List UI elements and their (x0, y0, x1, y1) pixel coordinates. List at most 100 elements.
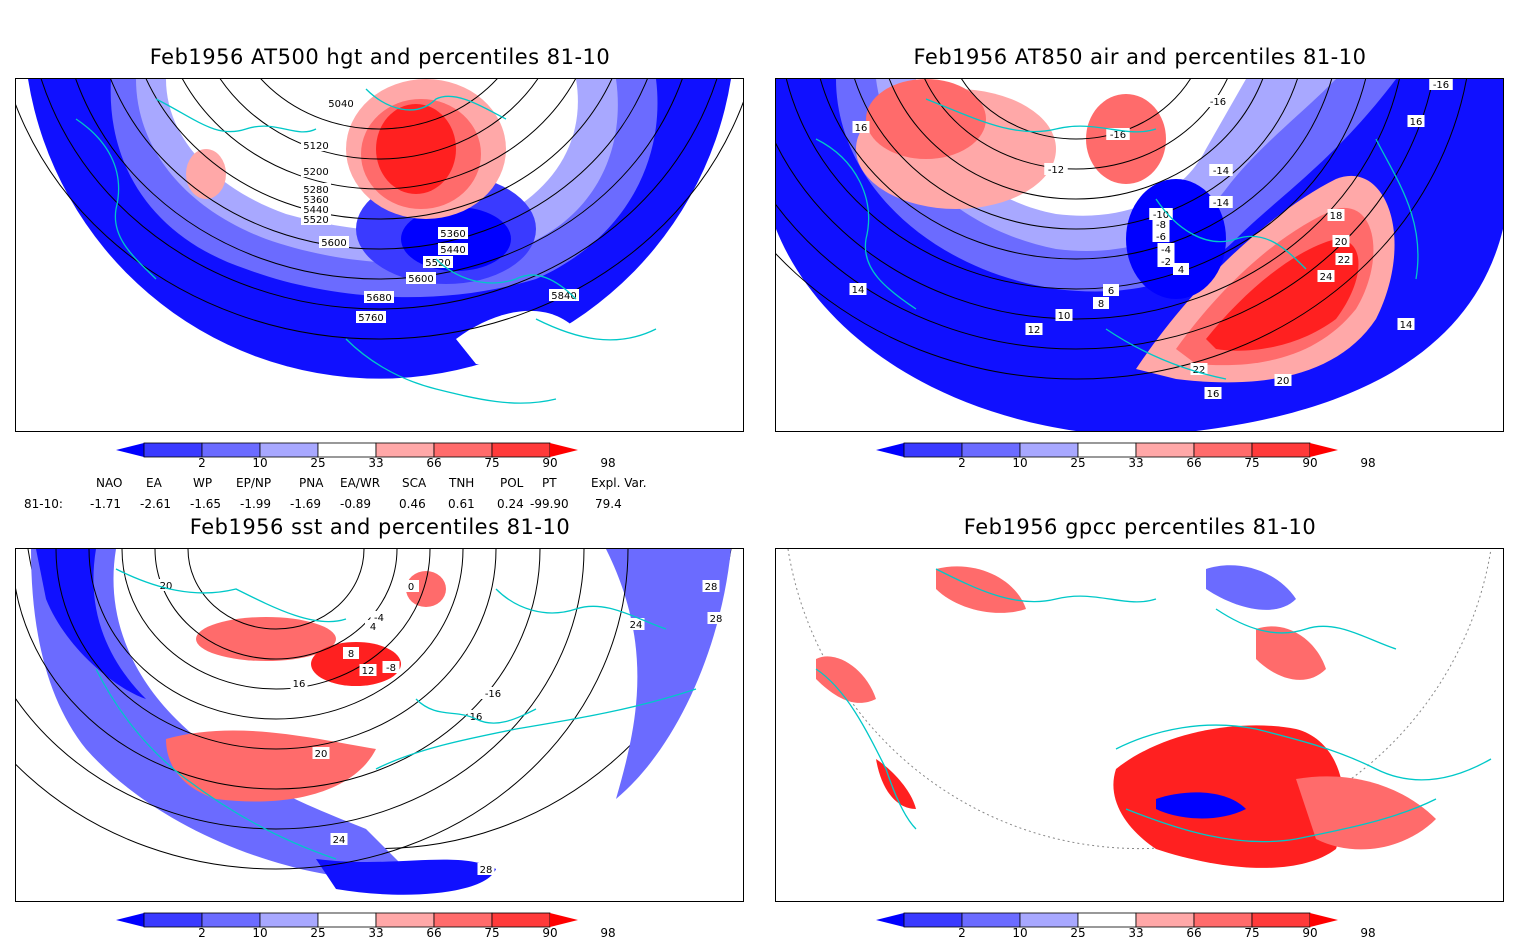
index-value: 0.61 (448, 497, 475, 511)
contour-label: 5360 (301, 193, 331, 206)
colorbar-label: 25 (1070, 456, 1086, 470)
index-header: NAO (96, 476, 123, 490)
colorbar-arrow-right (1310, 913, 1338, 927)
contour-label: 5520 (423, 256, 453, 269)
contour-label: 5440 (301, 203, 331, 216)
svg-text:0: 0 (408, 582, 414, 593)
colorbar-label: 10 (1012, 926, 1028, 940)
svg-text:-16: -16 (485, 689, 501, 700)
contour-label: 5360 (438, 227, 468, 240)
svg-text:-12: -12 (1048, 165, 1064, 176)
red-americas-south (876, 759, 916, 809)
svg-text:5760: 5760 (358, 313, 383, 324)
contour-label: -8 (1152, 218, 1170, 231)
svg-text:16: 16 (1207, 389, 1220, 400)
colorbar-segment (375, 912, 435, 928)
red-anomaly-core (376, 104, 456, 194)
contour-label: 4 (1173, 263, 1189, 276)
contour-label: 16 (467, 710, 485, 723)
contour-label: 24 (1317, 270, 1335, 283)
coastlines (95, 568, 697, 860)
index-header: EA (146, 476, 162, 490)
map-panel-sst: 20 0 4 8 12 16 -4 -8 -16 16 20 24 24 28 28 28 (15, 548, 744, 902)
colorbar-label: 98 (600, 926, 616, 940)
temperature-contours (776, 79, 1467, 380)
contour-line (819, 79, 1333, 260)
red-east-core (1206, 239, 1359, 351)
svg-text:6: 6 (1108, 286, 1114, 297)
colorbar-segment (1135, 912, 1195, 928)
colorbar-segment (317, 442, 377, 458)
contour-label: 5440 (438, 243, 468, 256)
index-header: EA/WR (340, 476, 381, 490)
contour-label: 5680 (364, 291, 394, 304)
svg-text:-4: -4 (1161, 245, 1171, 256)
svg-text:20: 20 (315, 749, 328, 760)
contour-label: -6 (1152, 230, 1170, 243)
colorbar-segment (259, 442, 319, 458)
index-header: PT (542, 476, 557, 490)
panel-title-gpcc: Feb1956 gpcc percentiles 81-10 (963, 515, 1317, 539)
contour-label: 5200 (301, 165, 331, 178)
contour-label: 5520 (301, 213, 331, 226)
colorbar-bottom-right: 2 10 25 33 66 75 90 98 (876, 910, 1406, 940)
colorbar-label: 2 (198, 926, 206, 940)
contour-label: 6 (1103, 284, 1119, 297)
svg-text:-4: -4 (374, 613, 384, 624)
index-header: PNA (299, 476, 324, 490)
svg-text:5520: 5520 (303, 215, 328, 226)
blue-sahara (1156, 792, 1246, 819)
map-gpcc (787, 549, 1492, 868)
colorbar-segment (903, 912, 963, 928)
colorbar-label: 33 (1128, 926, 1144, 940)
svg-text:24: 24 (1320, 272, 1333, 283)
contour-label: 18 (1327, 209, 1345, 222)
contour-line (260, 79, 498, 130)
colorbar-arrow-right (550, 443, 578, 457)
panel-title-hgt500: Feb1956 AT500 hgt and percentiles 81-10 (149, 45, 611, 69)
contour-line (776, 79, 1400, 320)
contour-label: 10 (1055, 309, 1073, 322)
contour-label: 5600 (406, 272, 436, 285)
svg-text:20: 20 (160, 581, 173, 592)
contour-label: -14 (1209, 164, 1233, 177)
svg-text:-16: -16 (1433, 80, 1449, 91)
red-west-core (866, 79, 986, 159)
contour-labels: 5040512052005280536054405520560053605440… (301, 97, 579, 324)
svg-text:-8: -8 (1156, 220, 1166, 231)
contour-line (154, 549, 398, 660)
contour-label: 12 (359, 664, 377, 677)
contour-label: -10 (1149, 208, 1173, 221)
colorbar-top-right: 2 10 25 33 66 75 90 98 (876, 440, 1406, 480)
contour-label: 28 (477, 863, 495, 876)
index-header: EP/NP (236, 476, 272, 490)
map-sst: 20 0 4 8 12 16 -4 -8 -16 16 20 24 24 28 28 28 (16, 549, 732, 895)
colorbar-segment (375, 442, 435, 458)
colorbar-label: 66 (426, 926, 442, 940)
colorbar-label: 10 (1012, 456, 1028, 470)
contour-label: 20 (1332, 235, 1350, 248)
map-panel-gpcc (775, 548, 1504, 902)
colorbar-arrow-left (876, 913, 904, 927)
colorbar-label: 2 (958, 456, 966, 470)
colorbar-segment (903, 442, 963, 458)
colorbar-label: 33 (368, 456, 384, 470)
index-value: -0.89 (340, 497, 372, 511)
panel-title-air850: Feb1956 AT850 air and percentiles 81-10 (913, 45, 1367, 69)
contour-line (40, 79, 718, 310)
colorbar-arrow-left (876, 443, 904, 457)
map-panel-air850: -16 -16 -14 -14 -16 -12 -10 -8 -6 -4 -2 4 16 16 18 20 22… (775, 78, 1504, 432)
colorbar-segment (433, 442, 493, 458)
contour-label: -4 (1157, 243, 1175, 256)
contour-label: 24 (627, 618, 645, 631)
index-value: -1.65 (190, 497, 222, 511)
contour-label: 16 (852, 121, 870, 134)
svg-text:24: 24 (630, 620, 643, 631)
red-africa (1113, 725, 1344, 868)
svg-text:8: 8 (1098, 299, 1104, 310)
contour-label: 5600 (319, 236, 349, 249)
colorbar-label: 25 (1070, 926, 1086, 940)
colorbar-segment (317, 912, 377, 928)
svg-text:5360: 5360 (440, 229, 465, 240)
index-row-label: 81-10: (24, 497, 63, 511)
